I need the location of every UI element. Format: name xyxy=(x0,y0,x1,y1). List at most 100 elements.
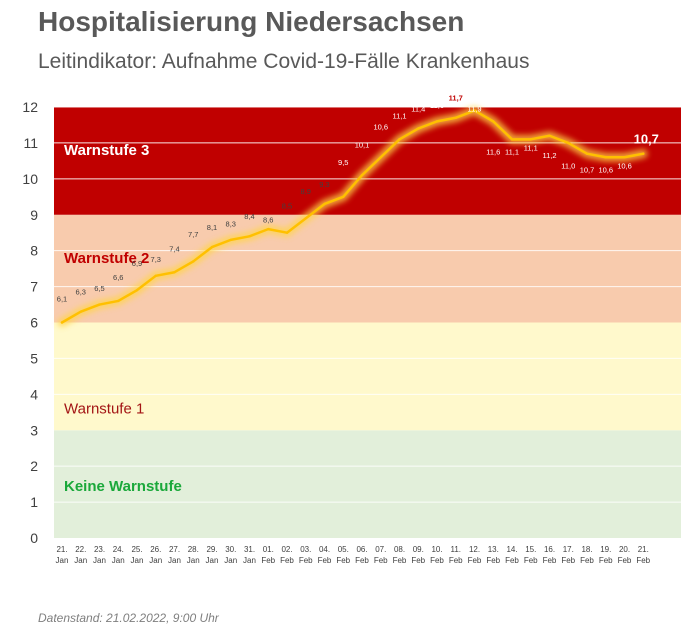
x-tick-month: Jan xyxy=(243,556,256,565)
data-label: 8,5 xyxy=(282,201,292,210)
y-tick-label: 8 xyxy=(30,243,38,259)
x-tick-month: Jan xyxy=(149,556,162,565)
x-tick-month: Feb xyxy=(561,556,575,565)
data-point xyxy=(360,174,364,177)
x-tick-day: 10. xyxy=(431,545,442,554)
y-tick-label: 7 xyxy=(30,279,38,295)
band-label-warnstufe-1: Warnstufe 1 xyxy=(64,401,144,418)
x-tick-day: 28. xyxy=(188,545,199,554)
data-point xyxy=(473,109,476,112)
data-label: 6,6 xyxy=(113,273,123,282)
data-label: 6,3 xyxy=(76,288,86,297)
y-tick-label: 2 xyxy=(30,458,38,474)
data-label: 11,7 xyxy=(449,94,463,103)
data-label: 11,1 xyxy=(505,147,519,156)
data-point xyxy=(192,260,195,263)
data-point xyxy=(210,245,214,249)
data-label: 7,4 xyxy=(169,244,179,253)
data-label: 8,6 xyxy=(263,216,273,225)
latest-value-label: 10,7 xyxy=(634,132,659,147)
data-label: 7,3 xyxy=(151,255,161,264)
data-point xyxy=(529,138,532,141)
band-label-warnstufe-2: Warnstufe 2 xyxy=(64,250,149,267)
x-tick-month: Feb xyxy=(468,556,482,565)
data-point xyxy=(548,134,551,137)
x-tick-month: Feb xyxy=(261,556,275,565)
x-tick-month: Feb xyxy=(336,556,350,565)
data-label: 10,6 xyxy=(617,162,632,171)
y-tick-label: 12 xyxy=(22,99,38,115)
data-timestamp: Datenstand: 21.02.2022, 9:00 Uhr xyxy=(38,611,219,625)
data-label: 6,1 xyxy=(57,295,67,304)
x-tick-day: 11. xyxy=(450,545,461,554)
x-tick-day: 24. xyxy=(113,545,124,554)
x-tick-month: Feb xyxy=(449,556,463,565)
data-label: 11,6 xyxy=(486,147,500,156)
data-point xyxy=(454,116,457,119)
x-tick-month: Feb xyxy=(543,556,557,565)
x-tick-day: 29. xyxy=(206,545,217,554)
data-point xyxy=(642,152,645,155)
data-label: 11,1 xyxy=(524,144,538,153)
data-label: 9,5 xyxy=(338,158,348,167)
x-tick-month: Feb xyxy=(580,556,594,565)
x-tick-day: 27. xyxy=(169,545,180,554)
data-point xyxy=(229,238,232,242)
data-point xyxy=(60,321,64,324)
band-warnstufe-3 xyxy=(54,107,681,215)
band-label-warnstufe-3: Warnstufe 3 xyxy=(64,142,149,159)
data-point xyxy=(398,138,401,141)
data-point xyxy=(79,310,82,313)
x-tick-day: 17. xyxy=(563,545,574,554)
data-label: 6,5 xyxy=(94,284,104,293)
chart-title: Hospitalisierung Niedersachsen xyxy=(38,6,465,37)
x-tick-day: 23. xyxy=(94,545,105,554)
y-tick-label: 4 xyxy=(30,386,38,402)
x-tick-day: 12. xyxy=(469,545,480,554)
y-tick-label: 0 xyxy=(30,530,38,546)
data-point xyxy=(492,120,495,123)
x-tick-month: Feb xyxy=(374,556,388,565)
x-tick-month: Feb xyxy=(486,556,500,565)
data-point xyxy=(342,195,345,198)
x-tick-month: Jan xyxy=(56,556,69,565)
x-tick-month: Jan xyxy=(131,556,144,565)
x-tick-month: Feb xyxy=(318,556,332,565)
data-label: 6,9 xyxy=(132,259,142,268)
data-label: 10,7 xyxy=(580,165,595,174)
x-tick-day: 21. xyxy=(56,545,67,554)
y-tick-label: 9 xyxy=(30,207,38,223)
x-tick-month: Jan xyxy=(224,556,237,565)
chart-subtitle: Leitindikator: Aufnahme Covid-19-Fälle K… xyxy=(38,50,530,73)
y-tick-label: 10 xyxy=(22,171,38,187)
data-label: 11,4 xyxy=(411,104,425,113)
data-point xyxy=(248,235,251,238)
x-tick-month: Jan xyxy=(187,556,200,565)
data-point xyxy=(304,217,307,220)
band-keine-warnstufe xyxy=(54,430,681,538)
data-label: 8,3 xyxy=(226,219,236,228)
data-point xyxy=(98,303,101,306)
x-tick-day: 19. xyxy=(600,545,611,554)
data-point xyxy=(510,138,514,141)
x-tick-day: 16. xyxy=(544,545,555,554)
y-tick-label: 6 xyxy=(30,315,38,331)
x-tick-month: Jan xyxy=(112,556,125,565)
x-tick-day: 13. xyxy=(488,545,499,554)
x-tick-month: Feb xyxy=(411,556,425,565)
data-point xyxy=(323,202,326,206)
x-tick-month: Jan xyxy=(206,556,219,565)
x-tick-day: 02. xyxy=(281,545,292,554)
x-tick-month: Feb xyxy=(599,556,613,565)
data-label: 8,9 xyxy=(301,187,311,196)
data-label: 10,6 xyxy=(598,165,613,174)
x-tick-day: 31. xyxy=(244,545,255,554)
data-label: 8,1 xyxy=(207,223,217,232)
data-point xyxy=(173,271,176,274)
data-point xyxy=(135,288,139,292)
x-tick-day: 01. xyxy=(263,545,274,554)
x-tick-day: 04. xyxy=(319,545,330,554)
data-point xyxy=(435,120,439,123)
x-tick-day: 03. xyxy=(300,545,311,554)
x-tick-day: 15. xyxy=(525,545,536,554)
